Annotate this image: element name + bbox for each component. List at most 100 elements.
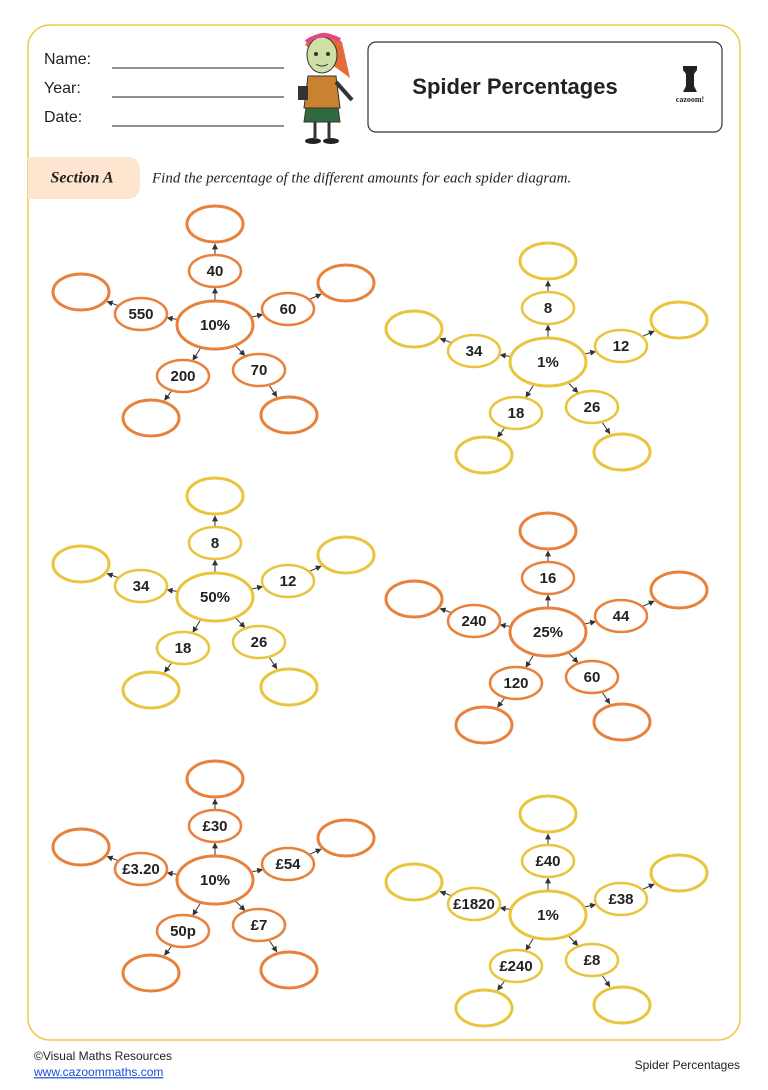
website-link[interactable]: www.cazoommaths.com: [33, 1065, 163, 1079]
center-oval: [508, 336, 588, 388]
amount-label: £240: [499, 958, 532, 975]
arrow: [251, 867, 264, 874]
arrow: [164, 390, 172, 401]
arrow: [269, 657, 278, 670]
arrow: [525, 937, 534, 951]
amount-label: 12: [280, 573, 297, 590]
answer-oval: [185, 204, 245, 244]
amount-oval: [231, 907, 287, 943]
arrow: [309, 293, 322, 300]
center-oval: [175, 299, 255, 351]
amount-oval: [564, 942, 620, 978]
amount-oval: [520, 290, 576, 326]
copyright: ©Visual Maths Resources: [34, 1049, 172, 1063]
answer-oval: [518, 794, 578, 834]
amount-label: 8: [544, 300, 552, 317]
arrow: [235, 617, 246, 629]
answer-oval: [51, 827, 111, 867]
amount-label: 550: [128, 306, 153, 323]
amount-oval: [488, 665, 544, 701]
amount-oval: [187, 808, 243, 844]
amount-oval: [593, 598, 649, 634]
center-label: 50%: [200, 589, 230, 606]
amount-oval: [593, 328, 649, 364]
answer-oval: [51, 544, 111, 584]
amount-label: 12: [613, 338, 630, 355]
arrow: [497, 427, 505, 438]
title-box: [367, 41, 723, 133]
amount-oval: [520, 843, 576, 879]
arrow: [309, 848, 322, 855]
amount-oval: [113, 568, 169, 604]
amount-label: £38: [608, 891, 633, 908]
answer-oval: [316, 263, 376, 303]
spider: 40 60 70 200 550 10%: [51, 204, 376, 438]
arrow: [164, 662, 172, 673]
answer-oval: [259, 395, 319, 435]
amount-label: 18: [508, 405, 525, 422]
amount-label: £40: [535, 853, 560, 870]
center-label: 10%: [200, 872, 230, 889]
amount-label: 26: [584, 399, 601, 416]
answer-oval: [51, 272, 111, 312]
amount-label: £3.20: [122, 861, 160, 878]
arrow: [439, 337, 451, 344]
answer-oval: [592, 985, 652, 1025]
center-oval: [508, 889, 588, 941]
amount-oval: [187, 525, 243, 561]
amount-oval: [260, 291, 316, 327]
amount-label: 70: [251, 362, 268, 379]
spider-diagrams: 40 60 70 200 550 10% 8 12 26 18 34 1% 8 12 26 18 34 50% 16…: [51, 204, 709, 1028]
arrow: [525, 654, 534, 668]
amount-oval: [155, 913, 211, 949]
amount-oval: [231, 352, 287, 388]
amount-oval: [155, 630, 211, 666]
amount-label: £30: [202, 818, 227, 835]
spider: 8 12 26 18 34 1%: [384, 241, 709, 475]
arrow: [251, 584, 264, 591]
amount-oval: [113, 851, 169, 887]
arrow: [235, 345, 246, 357]
field-label: Name:: [44, 51, 91, 68]
answer-oval: [592, 702, 652, 742]
center-oval: [175, 854, 255, 906]
amount-label: 120: [503, 675, 528, 692]
girl-illustration: [298, 32, 354, 144]
title: Spider Percentages: [412, 74, 617, 99]
logo: cazoom!: [676, 66, 704, 104]
answer-oval: [454, 705, 514, 745]
amount-label: 16: [540, 570, 557, 587]
student-fields: Name: Year: Date:: [44, 51, 284, 127]
answer-oval: [384, 309, 444, 349]
amount-oval: [488, 948, 544, 984]
answer-oval: [384, 862, 444, 902]
amount-label: 18: [175, 640, 192, 657]
amount-oval: [488, 395, 544, 431]
arrow: [235, 900, 246, 912]
field-label: Year:: [44, 80, 81, 97]
answer-oval: [518, 241, 578, 281]
amount-oval: [446, 333, 502, 369]
answer-oval: [454, 435, 514, 475]
arrow: [106, 855, 118, 862]
center-label: 1%: [537, 354, 559, 371]
amount-label: 40: [207, 263, 224, 280]
arrow: [166, 315, 178, 322]
amount-label: £7: [251, 917, 268, 934]
arrow: [309, 565, 322, 572]
footer-title: Spider Percentages: [635, 1058, 740, 1072]
amount-label: £8: [584, 952, 601, 969]
section-tab: [28, 157, 140, 199]
amount-oval: [187, 253, 243, 289]
section-label: Section A: [51, 170, 114, 187]
arrow: [439, 890, 451, 897]
arrow: [568, 935, 579, 947]
arrow: [106, 572, 118, 579]
arrow: [584, 619, 597, 626]
arrow: [642, 883, 655, 890]
amount-label: 8: [211, 535, 219, 552]
arrow: [584, 349, 597, 356]
answer-oval: [121, 398, 181, 438]
logo-text: cazoom!: [676, 95, 704, 104]
answer-oval: [121, 953, 181, 993]
